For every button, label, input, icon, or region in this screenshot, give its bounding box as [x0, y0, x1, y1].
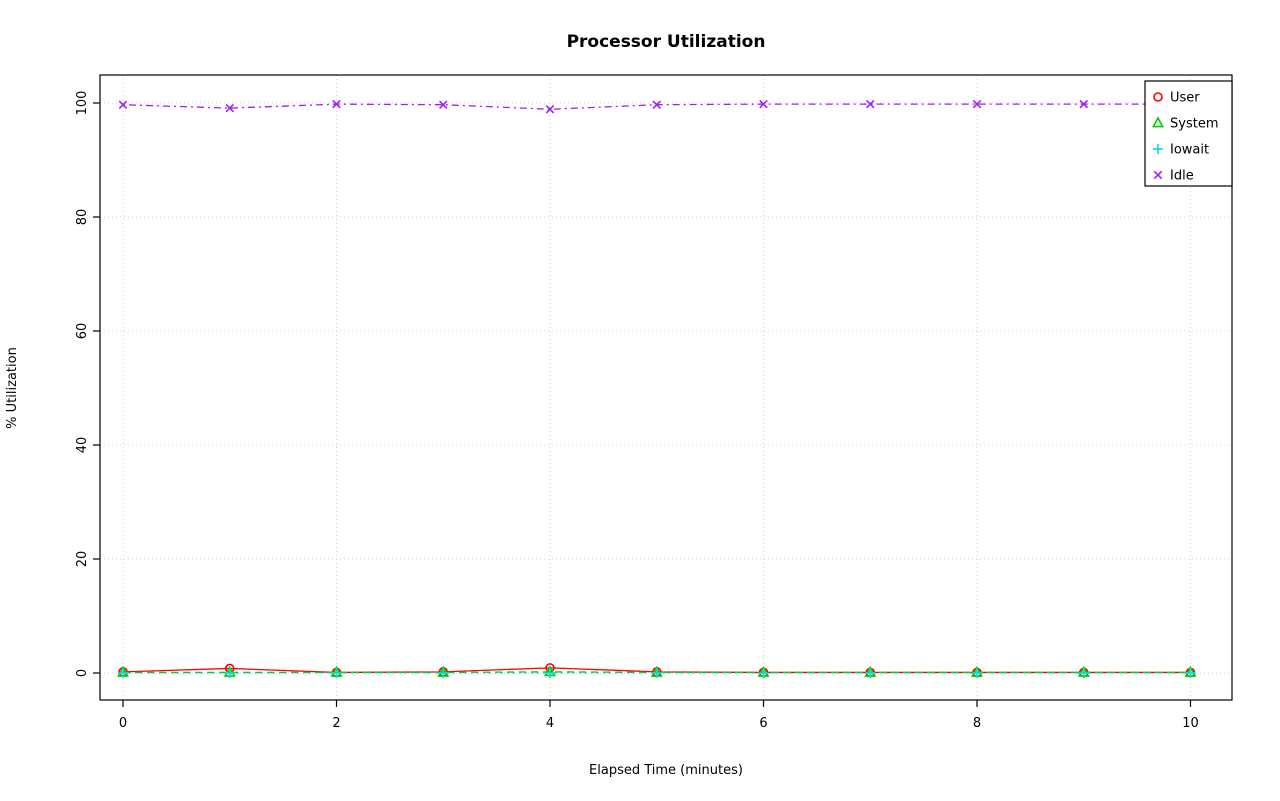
point-marker-x — [545, 105, 555, 114]
point-marker-x — [759, 99, 768, 109]
y-axis-label: % Utilization — [5, 347, 20, 429]
y-tick-label: 80 — [75, 209, 90, 226]
point-marker-circle — [1153, 92, 1163, 102]
point-marker-x — [972, 99, 982, 109]
plot-box — [99, 74, 1233, 701]
point-marker-x — [652, 100, 662, 109]
x-tick-label: 10 — [1182, 716, 1199, 731]
y-tick-label: 100 — [75, 91, 90, 116]
point-marker-x — [332, 99, 341, 109]
x-tick-label: 0 — [119, 716, 127, 731]
y-tick-label: 60 — [75, 323, 90, 340]
chart-title: Processor Utilization — [567, 32, 766, 52]
legend-label-iowait: Iowait — [1170, 143, 1209, 158]
y-tick-label: 40 — [75, 437, 90, 454]
point-marker-x — [225, 103, 235, 113]
x-tick-label: 6 — [759, 716, 767, 731]
point-marker-x — [118, 100, 128, 109]
x-tick-label: 8 — [973, 716, 981, 731]
legend-box — [1144, 80, 1233, 187]
y-tick-label: 20 — [75, 551, 90, 568]
legend-label-user: User — [1170, 91, 1200, 106]
point-marker-x — [1079, 99, 1089, 109]
legend-label-idle: Idle — [1170, 169, 1194, 184]
point-marker-x — [438, 100, 448, 109]
point-marker-triangle — [1152, 116, 1164, 128]
y-tick-label: 0 — [75, 669, 90, 677]
x-tick-label: 4 — [546, 716, 554, 731]
x-tick-label: 2 — [332, 716, 340, 731]
legend-label-system: System — [1170, 117, 1218, 132]
x-axis-label: Elapsed Time (minutes) — [589, 763, 743, 778]
point-marker-x — [1153, 170, 1163, 180]
point-marker-x — [865, 99, 875, 109]
